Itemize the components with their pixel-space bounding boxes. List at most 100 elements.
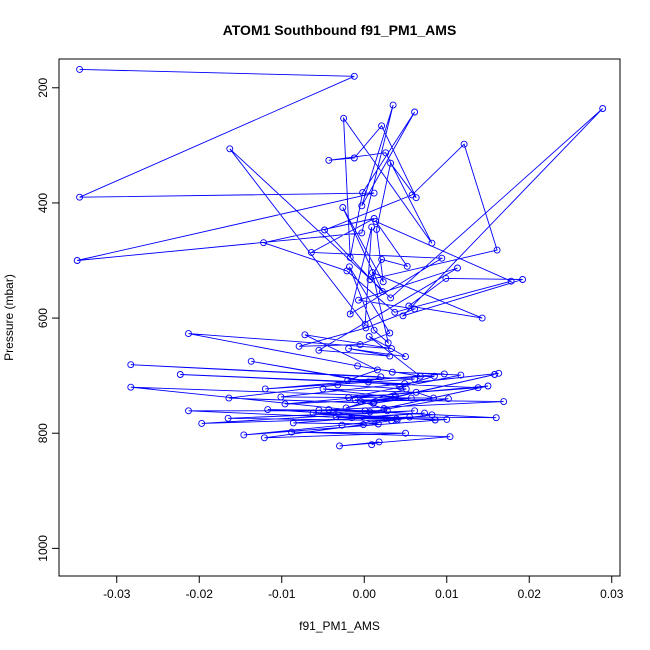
data-point <box>185 330 192 338</box>
data-point <box>493 246 501 254</box>
data-point <box>198 419 206 427</box>
data-point <box>364 378 372 386</box>
data-point <box>176 371 184 378</box>
y-tick-label: 200 <box>36 77 50 97</box>
data-point <box>402 385 410 393</box>
data-point <box>344 376 352 384</box>
data-point <box>295 342 303 350</box>
series-layer <box>73 65 607 450</box>
data-point <box>428 411 436 419</box>
x-tick-label: 0.00 <box>353 587 377 601</box>
data-point <box>428 239 436 247</box>
data-point <box>288 428 296 436</box>
data-point <box>388 345 395 353</box>
data-point <box>383 407 391 415</box>
data-point <box>373 366 381 374</box>
data-point <box>226 145 234 153</box>
data-point <box>345 345 353 353</box>
data-point <box>261 385 269 393</box>
data-point <box>389 101 397 109</box>
x-tick-label: -0.03 <box>103 587 131 601</box>
data-point <box>438 254 446 262</box>
data-point <box>225 394 233 402</box>
data-point <box>281 400 289 408</box>
data-point <box>379 278 387 286</box>
data-point <box>361 407 369 415</box>
data-point <box>339 204 347 211</box>
data-point <box>440 370 448 378</box>
data-point <box>356 341 364 349</box>
data-point <box>260 239 268 247</box>
data-point <box>403 262 411 270</box>
data-point <box>334 381 342 389</box>
data-point <box>348 414 356 422</box>
data-point <box>411 108 419 116</box>
data-point <box>351 396 359 404</box>
data-point <box>375 438 383 446</box>
data-point <box>411 375 419 383</box>
data-point <box>431 416 439 424</box>
data-point <box>366 276 374 283</box>
data-point <box>369 399 377 407</box>
data-point <box>474 384 482 392</box>
data-point <box>368 441 376 449</box>
y-tick-label: 800 <box>36 423 50 443</box>
x-axis: -0.03 -0.02 -0.01 0.00 0.01 0.02 0.03 <box>103 576 624 601</box>
data-point <box>491 371 499 378</box>
data-point <box>315 406 323 414</box>
chart-title: ATOM1 Southbound f91_PM1_AMS <box>223 22 457 38</box>
data-point <box>402 429 409 437</box>
data-point <box>359 421 367 429</box>
data-point <box>507 277 515 285</box>
data-point <box>370 398 378 406</box>
data-point <box>416 372 424 380</box>
data-point <box>492 414 500 422</box>
y-tick-label: 600 <box>36 308 50 328</box>
data-point <box>260 434 268 442</box>
data-point <box>430 394 437 402</box>
data-point <box>289 419 297 427</box>
data-point <box>365 333 373 340</box>
data-point <box>382 149 390 157</box>
data-point <box>338 421 346 429</box>
x-tick-label: -0.02 <box>186 587 214 601</box>
x-tick-label: 0.02 <box>518 587 542 601</box>
data-point <box>362 324 370 332</box>
data-point <box>421 409 428 417</box>
data-point <box>406 413 414 421</box>
data-point <box>355 296 362 304</box>
data-point <box>358 202 366 210</box>
data-point <box>478 314 486 322</box>
data-point <box>378 255 386 263</box>
data-point <box>247 357 255 365</box>
data-point <box>387 294 395 302</box>
series-line <box>77 68 604 447</box>
data-point <box>446 433 454 441</box>
data-point <box>361 320 369 328</box>
data-point <box>76 193 84 201</box>
x-axis-label: f91_PM1_AMS <box>299 619 380 633</box>
data-point <box>325 406 333 414</box>
data-point <box>224 414 232 422</box>
data-point <box>454 264 461 272</box>
data-point <box>368 223 376 231</box>
data-point <box>500 398 508 406</box>
data-point <box>402 353 409 361</box>
data-point <box>391 394 399 401</box>
data-point <box>411 407 419 415</box>
data-point <box>386 329 394 337</box>
x-tick-label: -0.01 <box>268 587 296 601</box>
data-point <box>391 308 399 316</box>
data-point <box>484 382 492 390</box>
data-point <box>127 383 135 391</box>
data-point <box>377 373 385 381</box>
data-point <box>442 274 450 282</box>
data-point <box>76 65 84 73</box>
data-point <box>359 189 367 197</box>
data-point <box>366 408 374 416</box>
data-point <box>319 385 327 393</box>
data-point <box>240 431 248 439</box>
data-point <box>386 352 394 360</box>
